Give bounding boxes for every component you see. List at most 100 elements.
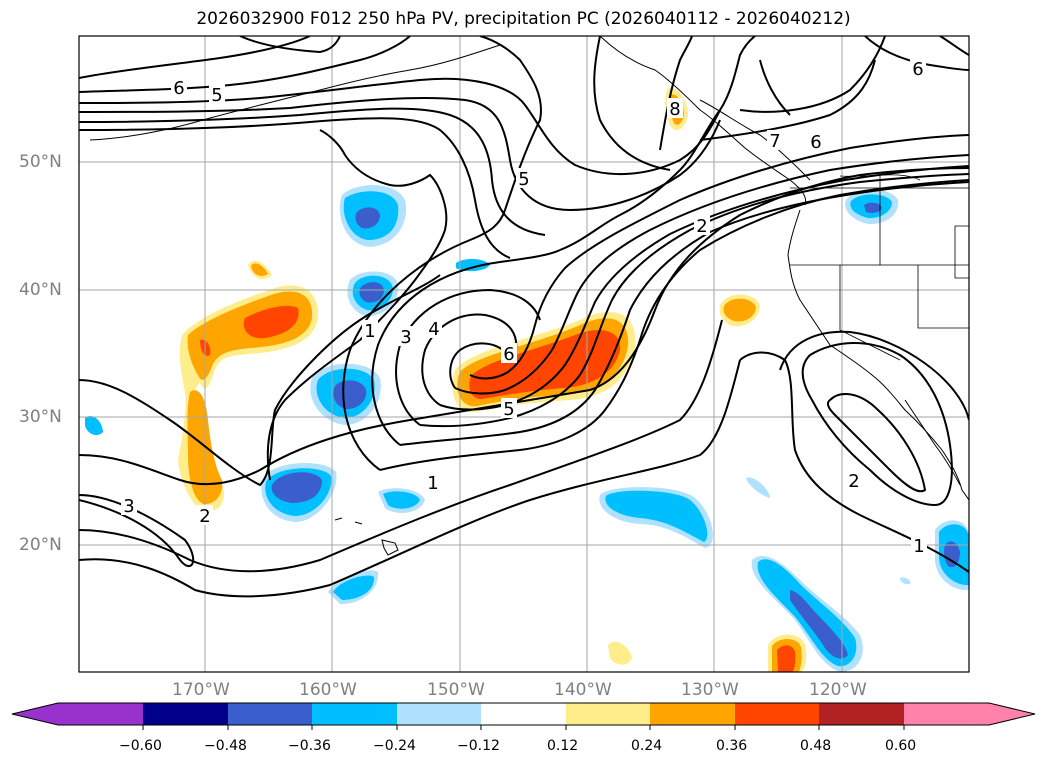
- label-mask: [398, 326, 414, 346]
- contour-label: 6: [503, 344, 514, 365]
- lat-label: 30°N: [19, 407, 62, 427]
- pv-contour: [79, 359, 741, 598]
- neg-anomaly-region: [333, 575, 375, 600]
- colorbar-tick-label: −0.48: [204, 738, 247, 754]
- pv-contour: [79, 274, 441, 487]
- contour-labels: 6 5 5 8 7 6 6 2 1 3 4 6 5 1 3 2 2 1: [123, 59, 924, 557]
- neg-anomaly-region: [383, 491, 420, 509]
- neg-anomaly-region: [271, 472, 322, 503]
- neg-anomaly-region: [746, 477, 770, 498]
- contour-label: 1: [913, 536, 924, 557]
- colorbar-extend-high: [989, 703, 1035, 725]
- label-mask: [501, 398, 517, 418]
- colorbar-ticks: [142, 725, 905, 730]
- label-mask: [767, 130, 783, 150]
- pv-contour: [593, 36, 671, 171]
- lat-label: 50°N: [19, 152, 62, 172]
- pv-contour: [266, 129, 448, 481]
- pos-anomaly-region: [608, 641, 632, 665]
- label-mask: [808, 131, 824, 151]
- border-line: [839, 265, 901, 361]
- label-mask: [911, 535, 927, 555]
- neg-anomaly-region: [359, 282, 384, 303]
- map-plot-area: 6 5 5 8 7 6 6 2 1 3 4 6 5 1 3 2 2 1: [79, 36, 969, 672]
- colorbar-bin: [650, 703, 735, 725]
- contour-label: 2: [696, 216, 707, 237]
- contour-label: 3: [123, 496, 134, 517]
- label-mask: [209, 84, 225, 104]
- colorbar-tick-label: 0.48: [800, 738, 832, 754]
- lon-label: 130°W: [681, 680, 739, 700]
- baja-coast: [904, 399, 961, 486]
- contour-label: 5: [211, 85, 222, 106]
- pv-contour: [379, 179, 969, 471]
- colorbar-bin: [143, 703, 228, 725]
- colorbar-bin: [566, 703, 650, 725]
- map-frame: [78, 35, 970, 673]
- pv-contour: [449, 342, 506, 389]
- pv-contour: [79, 36, 311, 79]
- colorbar-bin: [904, 703, 989, 725]
- colorbar-outline: [11, 702, 1036, 726]
- pv-contour: [371, 249, 561, 446]
- pv-contour: [779, 330, 969, 421]
- pv-contour: [79, 97, 721, 212]
- pv-contour: [939, 36, 969, 56]
- label-mask: [425, 472, 441, 492]
- label-mask: [426, 318, 442, 338]
- neg-anomaly-region: [605, 490, 708, 542]
- contour-label: 2: [848, 471, 859, 492]
- label-mask: [694, 215, 710, 235]
- colorbar-tick-label: 0.60: [885, 738, 917, 754]
- colorbar-tick-label: 0.24: [631, 738, 663, 754]
- neg-anomaly-region: [790, 590, 848, 659]
- contour-label-masks: [121, 58, 927, 555]
- british-columbia-coast: [699, 99, 811, 181]
- north-america-coast: [787, 209, 969, 501]
- colorbar-bin: [312, 703, 397, 725]
- lon-label: 160°W: [299, 680, 357, 700]
- pv-contour: [79, 77, 721, 175]
- lat-label: 40°N: [19, 280, 62, 300]
- pv-contour: [399, 181, 969, 446]
- label-mask: [910, 58, 926, 78]
- contour-label: 3: [400, 327, 411, 348]
- pv-contour: [79, 107, 546, 236]
- state-borders: [790, 174, 969, 361]
- pv-contour: [699, 59, 876, 141]
- contour-label: 4: [428, 319, 439, 340]
- colorbar-tick-label: −0.60: [119, 738, 162, 754]
- contour-label: 1: [427, 473, 438, 494]
- colorbar-tick-label: 0.36: [716, 738, 748, 754]
- label-mask: [516, 168, 532, 188]
- colorbar-bin: [228, 703, 312, 725]
- neg-anomaly-region: [456, 259, 490, 272]
- border-line: [917, 265, 969, 329]
- contour-label: 8: [669, 99, 680, 120]
- contour-label: 6: [810, 132, 821, 153]
- contour-label: 6: [173, 78, 184, 99]
- neg-anomaly-region: [864, 202, 882, 213]
- label-mask: [501, 343, 517, 363]
- lat-label: 20°N: [19, 535, 62, 555]
- pv-contour: [79, 117, 511, 259]
- pv-contour: [864, 36, 969, 71]
- contour-label: 5: [518, 169, 529, 190]
- contour-label: 7: [769, 131, 780, 152]
- contour-label: 5: [503, 399, 514, 420]
- pv-contour: [454, 154, 969, 395]
- pv-contour: [659, 36, 693, 151]
- precip-shading: [85, 87, 969, 672]
- pv-contour: [79, 319, 723, 573]
- label-mask: [667, 98, 683, 118]
- colorbar: [11, 702, 1036, 730]
- pos-anomaly-region: [243, 305, 299, 339]
- pos-anomaly-region: [251, 263, 268, 276]
- contour-label: 1: [364, 321, 375, 342]
- pos-anomaly-region: [469, 330, 621, 400]
- graticule: [79, 36, 969, 672]
- colorbar-bin: [58, 703, 143, 725]
- pv-contour: [739, 351, 969, 573]
- pos-anomaly-region: [187, 291, 313, 380]
